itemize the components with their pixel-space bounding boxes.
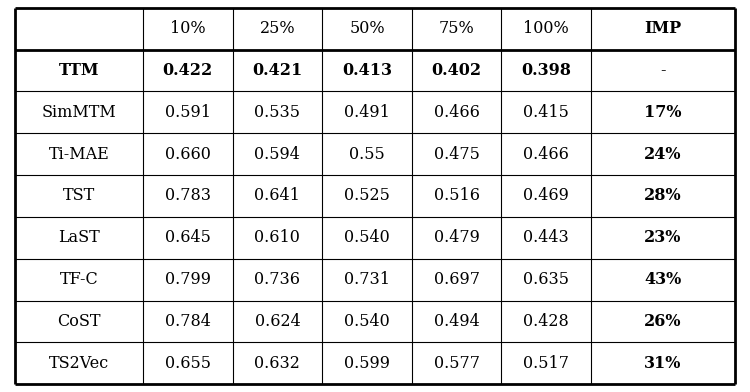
Text: 0.413: 0.413: [342, 62, 392, 79]
Text: CoST: CoST: [57, 313, 100, 330]
Text: 0.736: 0.736: [254, 271, 301, 288]
Text: 0.783: 0.783: [165, 187, 211, 205]
Text: 0.525: 0.525: [344, 187, 390, 205]
Text: IMP: IMP: [644, 20, 682, 37]
Text: TST: TST: [63, 187, 95, 205]
Text: 0.641: 0.641: [254, 187, 300, 205]
Text: 50%: 50%: [350, 20, 385, 37]
Text: 17%: 17%: [644, 104, 682, 121]
Text: 0.577: 0.577: [433, 355, 479, 372]
Text: 25%: 25%: [260, 20, 296, 37]
Text: 10%: 10%: [170, 20, 206, 37]
Text: 0.660: 0.660: [165, 146, 211, 163]
Text: 0.421: 0.421: [252, 62, 302, 79]
Text: 0.624: 0.624: [254, 313, 300, 330]
Text: 0.645: 0.645: [165, 229, 211, 246]
Text: 0.731: 0.731: [344, 271, 390, 288]
Text: 0.428: 0.428: [524, 313, 569, 330]
Text: 0.466: 0.466: [433, 104, 479, 121]
Text: 0.398: 0.398: [521, 62, 572, 79]
Text: 0.402: 0.402: [431, 62, 482, 79]
Text: 100%: 100%: [524, 20, 569, 37]
Text: 0.594: 0.594: [254, 146, 300, 163]
Text: 0.475: 0.475: [433, 146, 479, 163]
Text: 23%: 23%: [644, 229, 682, 246]
Text: 0.784: 0.784: [165, 313, 211, 330]
Text: 0.443: 0.443: [524, 229, 569, 246]
Text: TF-C: TF-C: [60, 271, 98, 288]
Text: 0.799: 0.799: [165, 271, 211, 288]
Text: 0.415: 0.415: [524, 104, 569, 121]
Text: 0.632: 0.632: [254, 355, 300, 372]
Text: 0.469: 0.469: [524, 187, 569, 205]
Text: 0.540: 0.540: [344, 313, 390, 330]
Text: TS2Vec: TS2Vec: [49, 355, 110, 372]
Text: 26%: 26%: [644, 313, 682, 330]
Text: 24%: 24%: [644, 146, 682, 163]
Text: 0.610: 0.610: [254, 229, 300, 246]
Text: 43%: 43%: [644, 271, 682, 288]
Text: 0.655: 0.655: [165, 355, 211, 372]
Text: 0.591: 0.591: [165, 104, 211, 121]
Text: 0.516: 0.516: [433, 187, 479, 205]
Text: Ti-MAE: Ti-MAE: [49, 146, 110, 163]
Text: 0.540: 0.540: [344, 229, 390, 246]
Text: 0.466: 0.466: [524, 146, 569, 163]
Text: -: -: [660, 62, 666, 79]
Text: 0.491: 0.491: [344, 104, 390, 121]
Text: SimMTM: SimMTM: [42, 104, 116, 121]
Text: 75%: 75%: [439, 20, 475, 37]
Text: 0.55: 0.55: [349, 146, 385, 163]
Text: TTM: TTM: [58, 62, 99, 79]
Text: 0.479: 0.479: [433, 229, 479, 246]
Text: 0.599: 0.599: [344, 355, 390, 372]
Text: 0.535: 0.535: [254, 104, 301, 121]
Text: LaST: LaST: [58, 229, 100, 246]
Text: 0.494: 0.494: [433, 313, 479, 330]
Text: 28%: 28%: [644, 187, 682, 205]
Text: 0.697: 0.697: [433, 271, 479, 288]
Text: 0.635: 0.635: [524, 271, 569, 288]
Text: 0.422: 0.422: [163, 62, 213, 79]
Text: 31%: 31%: [644, 355, 682, 372]
Text: 0.517: 0.517: [524, 355, 569, 372]
